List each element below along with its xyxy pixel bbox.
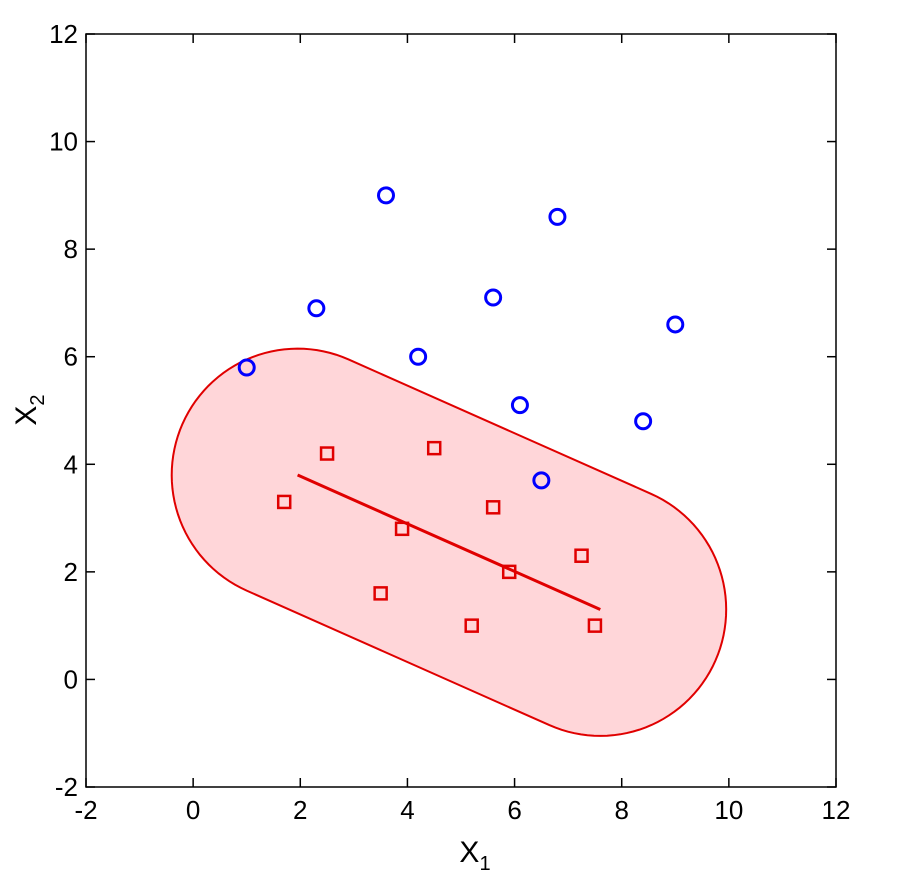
y-tick-label: -2 xyxy=(55,772,78,802)
y-tick-label: 8 xyxy=(64,234,78,264)
axis-ticks: -2 0 2 4 6 8 10 12 -2 0 2 4 6 8 10 12 xyxy=(49,19,850,825)
square-point xyxy=(276,494,292,510)
circle-point xyxy=(307,299,326,318)
y-tick-label: 0 xyxy=(64,664,78,694)
square-point xyxy=(464,618,479,633)
square-point xyxy=(426,440,442,456)
square-point xyxy=(373,586,388,601)
square-point xyxy=(394,521,410,537)
regression-segment xyxy=(296,473,601,611)
circle-point xyxy=(532,471,551,490)
circle-point xyxy=(409,347,428,366)
y-tick-label: 6 xyxy=(64,342,78,372)
circle-point xyxy=(666,315,685,334)
y-tick-label: 4 xyxy=(64,449,78,479)
square-point xyxy=(319,446,335,461)
y-tick-label: 2 xyxy=(64,557,78,587)
x-tick-label: 4 xyxy=(400,795,414,825)
x-tick-label: 0 xyxy=(186,795,200,825)
circle-point xyxy=(548,207,567,226)
circle-point xyxy=(484,288,503,307)
circle-point xyxy=(237,358,256,377)
circle-point xyxy=(510,396,529,415)
circle-point xyxy=(377,186,395,205)
x-tick-label: 12 xyxy=(822,795,851,825)
square-point xyxy=(501,564,517,580)
x-axis-label: X1 xyxy=(459,836,490,875)
y-axis-label: X2 xyxy=(10,394,49,425)
data-marks xyxy=(237,186,685,633)
y-tick-label: 10 xyxy=(49,127,78,157)
y-tick-label: 12 xyxy=(49,19,78,49)
x-tick-label: 8 xyxy=(614,795,628,825)
circle-point xyxy=(634,412,653,431)
square-point xyxy=(574,548,589,563)
x-tick-label: 10 xyxy=(714,795,743,825)
x-tick-label: 2 xyxy=(293,795,307,825)
x-tick-label: -2 xyxy=(74,795,97,825)
square-point xyxy=(485,500,501,515)
x-tick-label: 6 xyxy=(507,795,521,825)
plot-frame xyxy=(85,33,837,788)
square-point xyxy=(587,618,603,633)
